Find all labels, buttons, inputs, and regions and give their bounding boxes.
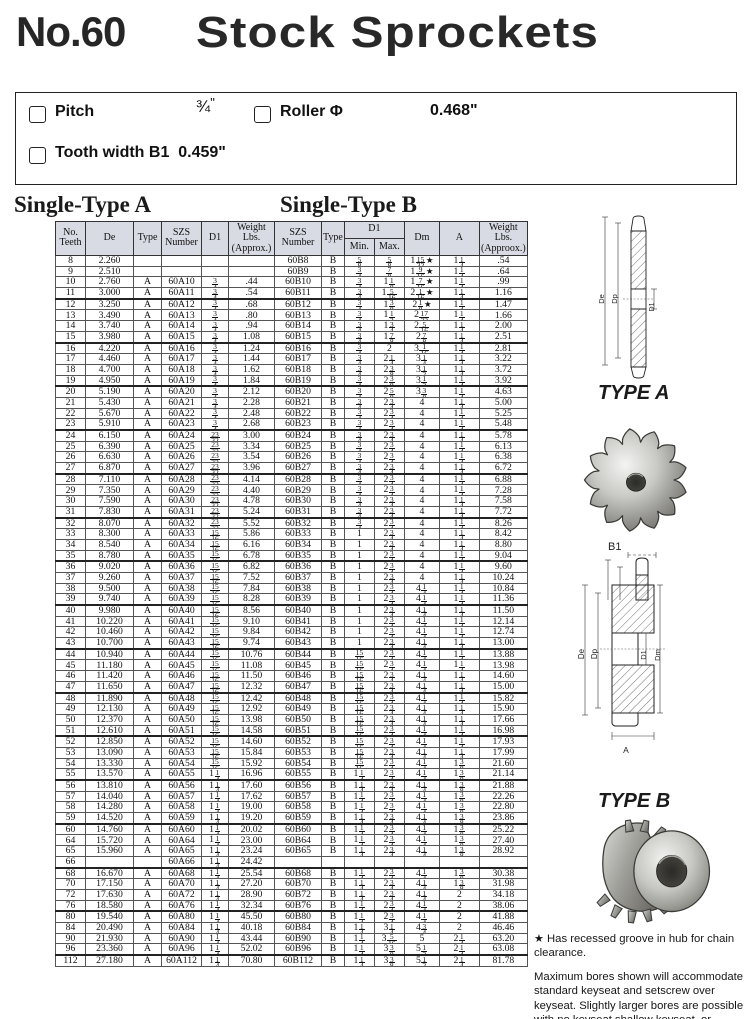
svg-text:Dp: Dp — [590, 648, 599, 659]
svg-text:D1: D1 — [639, 650, 648, 660]
svg-text:Dp: Dp — [610, 294, 619, 304]
svg-text:Dm: Dm — [653, 649, 662, 661]
svg-text:De: De — [577, 648, 586, 659]
svg-text:D1: D1 — [649, 302, 656, 311]
svg-text:De: De — [598, 294, 606, 304]
svg-text:A: A — [623, 745, 629, 755]
svg-text:B1: B1 — [608, 541, 621, 553]
